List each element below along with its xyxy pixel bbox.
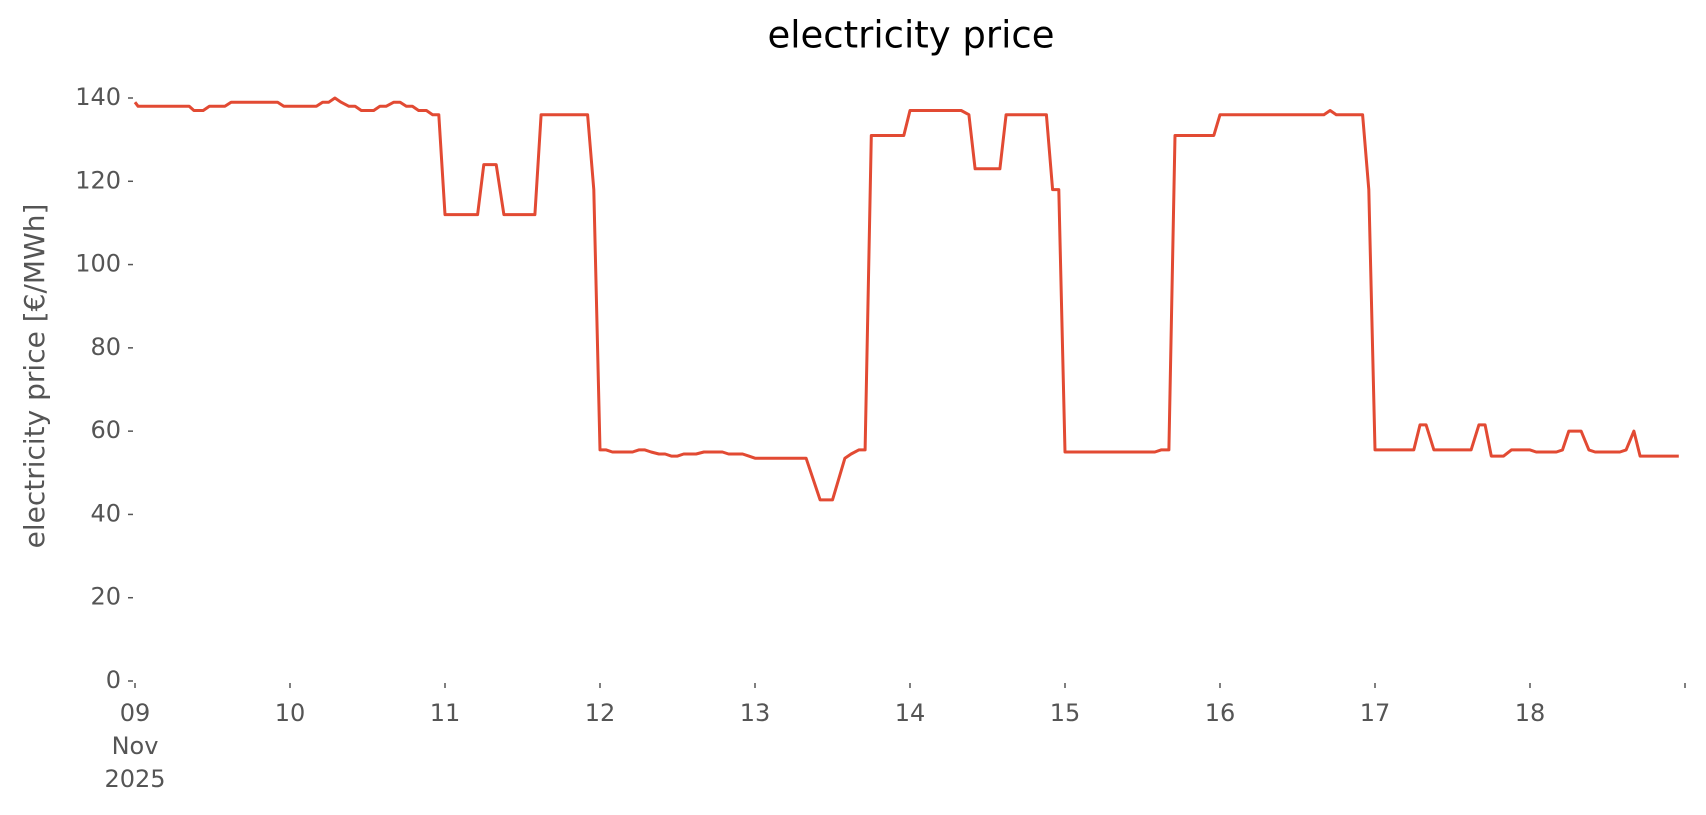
x-tick-label: 15 — [1050, 699, 1081, 727]
y-tick-label: 100 — [75, 250, 121, 278]
y-tick-label: 120 — [75, 166, 121, 194]
x-tick-label: 14 — [895, 699, 926, 727]
y-tick-label: 0 — [106, 666, 121, 694]
y-tick-label: 20 — [90, 583, 121, 611]
x-tick-label: 09 Nov 2025 — [104, 699, 165, 793]
x-tick-label: 12 — [585, 699, 616, 727]
y-tick-label: 60 — [90, 416, 121, 444]
y-tick-label: 140 — [75, 83, 121, 111]
x-tick-label: 17 — [1360, 699, 1391, 727]
price-line — [133, 96, 1679, 502]
y-tick-label: 80 — [90, 333, 121, 361]
y-axis-label: electricity price [€/MWh] — [18, 204, 51, 549]
x-tick-label: 13 — [740, 699, 771, 727]
y-tick-label: 40 — [90, 499, 121, 527]
chart-title: electricity price — [767, 14, 1054, 57]
x-tick-label: 11 — [430, 699, 461, 727]
x-tick-label: 18 — [1515, 699, 1546, 727]
x-tick-label: 16 — [1205, 699, 1236, 727]
x-tick-label: 10 — [275, 699, 306, 727]
